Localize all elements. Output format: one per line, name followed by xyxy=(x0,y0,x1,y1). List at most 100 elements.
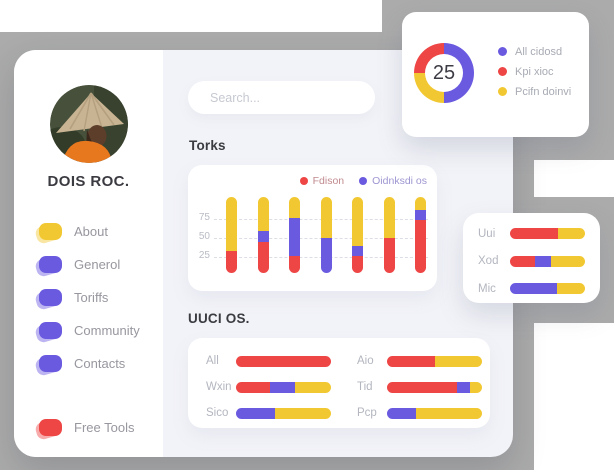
bar-row-aio: Aio xyxy=(357,348,490,374)
bar-row-track xyxy=(510,283,585,295)
bar-segment-yellow xyxy=(294,381,331,393)
bar-segment-purple xyxy=(415,210,426,221)
bar-segment-yellow xyxy=(558,228,585,240)
sidebar-item-label: Community xyxy=(74,322,140,338)
bar-segment-yellow xyxy=(257,197,269,232)
sidebar-item-free-tools[interactable]: Free Tools xyxy=(14,415,163,439)
sidebar-item-generol[interactable]: Generol xyxy=(14,252,163,276)
legend-item-oidnksdi-os: Oidnksdi os xyxy=(359,175,427,187)
legend-label: Oidnksdi os xyxy=(372,175,427,187)
uuci-bars-card: All Wxin Sico Aio Tid Pcp xyxy=(188,338,490,428)
torks-bar-6 xyxy=(383,197,395,273)
uuci-section-title: UUCI OS. xyxy=(188,311,250,326)
bar-segment-red xyxy=(226,250,237,273)
y-axis-tick-25: 25 xyxy=(198,250,210,261)
bar-row-label: Mic xyxy=(478,282,496,295)
bar-row-label: Pcp xyxy=(357,407,377,419)
bar-row-label: Sico xyxy=(206,407,229,419)
legend-item-fdison: Fdison xyxy=(299,175,345,187)
bar-segment-yellow xyxy=(352,197,363,246)
bar-segment-red xyxy=(415,220,426,273)
sidebar-item-label: Generol xyxy=(74,256,121,272)
menu-blob-icon xyxy=(39,255,62,273)
bar-segment-red xyxy=(387,355,435,367)
menu-blob-icon xyxy=(39,321,62,339)
purple-dot-icon xyxy=(359,177,368,185)
bar-segment-yellow xyxy=(557,283,585,295)
bar-segment-purple xyxy=(352,245,363,256)
bar-segment-yellow xyxy=(415,197,426,211)
sidebar-item-about[interactable]: About xyxy=(14,219,163,243)
menu-blob-icon xyxy=(39,288,62,306)
bar-row-wxin: Wxin xyxy=(206,374,339,400)
bar-segment-yellow xyxy=(434,355,482,367)
bar-segment-yellow xyxy=(320,197,332,238)
search-input[interactable] xyxy=(188,81,397,114)
donut-summary-card: 25 All cidosd Kpi xioc Pcifn doinvi xyxy=(402,12,589,137)
profile-name: DOIS ROC. xyxy=(47,173,130,190)
red-dot-icon xyxy=(498,67,507,76)
bar-segment-red xyxy=(236,381,271,393)
bar-row-label: Wxin xyxy=(206,381,232,393)
bar-segment-purple xyxy=(387,407,417,419)
bar-segment-purple xyxy=(457,381,470,393)
uuci-col-1: All Wxin Sico xyxy=(188,348,339,428)
bar-row-uui: Uui xyxy=(478,220,600,248)
torks-bar-4 xyxy=(320,197,332,273)
torks-chart-card: Fdison Oidnksdi os 75 50 25 xyxy=(188,165,437,291)
bar-segment-purple xyxy=(320,237,332,273)
bar-row-track xyxy=(236,407,331,419)
bar-row-track xyxy=(387,407,482,419)
torks-section-title: Torks xyxy=(189,138,226,153)
donut-legend-item-kpi-xioc: Kpi xioc xyxy=(498,65,571,78)
bar-segment-purple xyxy=(257,231,269,242)
torks-legend: Fdison Oidnksdi os xyxy=(299,175,427,187)
bar-segment-red xyxy=(257,241,269,273)
y-axis-tick-50: 50 xyxy=(198,231,210,242)
bar-segment-yellow xyxy=(289,197,300,219)
donut-legend-label: All cidosd xyxy=(515,45,563,58)
bar-segment-yellow xyxy=(383,197,395,238)
sidebar-menu: About Generol Toriffs Community Contacts xyxy=(14,219,163,384)
bar-segment-yellow xyxy=(226,197,237,251)
bar-row-track xyxy=(236,381,331,393)
bar-segment-yellow xyxy=(416,407,482,419)
bar-segment-yellow xyxy=(274,407,331,419)
bar-segment-purple xyxy=(534,255,552,267)
sidebar: DOIS ROC. About Generol Toriffs Community Co… xyxy=(14,50,163,457)
menu-blob-icon xyxy=(39,222,62,240)
torks-bar-2 xyxy=(257,197,269,273)
torks-bar-1 xyxy=(226,197,237,273)
red-dot-icon xyxy=(299,177,308,185)
bar-row-all: All xyxy=(206,348,339,374)
purple-dot-icon xyxy=(498,47,507,56)
bar-row-mic: Mic xyxy=(478,275,600,303)
donut-chart xyxy=(414,43,474,103)
bar-segment-red xyxy=(510,228,558,240)
sidebar-item-label: Contacts xyxy=(74,355,126,371)
sidebar-item-toriffs[interactable]: Toriffs xyxy=(14,285,163,309)
bar-segment-red xyxy=(510,255,535,267)
bar-row-label: All xyxy=(206,355,219,367)
yellow-dot-icon xyxy=(498,87,507,96)
bar-segment-red xyxy=(236,355,331,367)
donut-center-value: 25 xyxy=(432,61,456,84)
donut-legend-label: Kpi xioc xyxy=(515,65,554,78)
bar-segment-purple xyxy=(510,283,558,295)
bar-row-track xyxy=(236,355,331,367)
sidebar-item-community[interactable]: Community xyxy=(14,318,163,342)
y-axis-tick-75: 75 xyxy=(198,212,210,223)
bar-segment-red xyxy=(387,381,458,393)
bar-row-track xyxy=(387,355,482,367)
bar-segment-purple xyxy=(270,381,295,393)
side-bars-card: Uui Xod Mic xyxy=(463,213,600,303)
sidebar-item-label: Free Tools xyxy=(74,419,135,435)
sidebar-menu-footer: Free Tools xyxy=(14,415,163,448)
legend-label: Fdison xyxy=(312,175,345,187)
menu-blob-icon xyxy=(39,418,62,436)
donut-legend-item-pcifn-doinvi: Pcifn doinvi xyxy=(498,85,571,98)
sidebar-item-label: Toriffs xyxy=(74,289,109,305)
sidebar-item-contacts[interactable]: Contacts xyxy=(14,351,163,375)
torks-bar-5 xyxy=(352,197,363,273)
